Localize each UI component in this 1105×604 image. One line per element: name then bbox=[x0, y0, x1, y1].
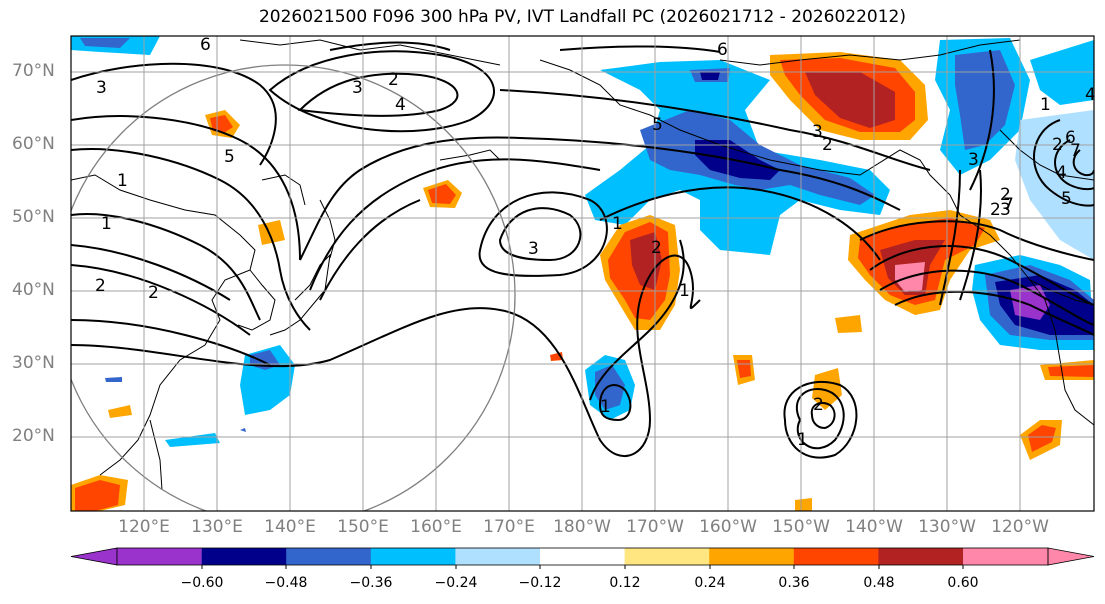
contour-label: 6 bbox=[1065, 128, 1076, 148]
lon-label: 130°W bbox=[918, 517, 976, 537]
colorbar-segment bbox=[878, 548, 964, 565]
colorbar-tick-label: −0.12 bbox=[518, 575, 562, 591]
contour-label: 7 bbox=[1070, 141, 1081, 161]
colorbar-tick-label: 0.60 bbox=[947, 575, 979, 591]
lat-label: 60°N bbox=[12, 134, 55, 154]
lon-label: 170°E bbox=[483, 517, 535, 537]
ivt-contours bbox=[71, 41, 1094, 459]
colorbar-tick-label: 0.36 bbox=[778, 575, 810, 591]
lat-label: 50°N bbox=[12, 207, 55, 227]
map-title: 2026021500 F096 300 hPa PV, IVT Landfall… bbox=[258, 7, 906, 27]
contour-label: 4 bbox=[395, 95, 406, 115]
lon-label: 180°W bbox=[553, 517, 611, 537]
contour-label: 1 bbox=[1040, 95, 1051, 115]
colorbar-tick-label: −0.48 bbox=[264, 575, 308, 591]
colorbar-segment bbox=[540, 548, 626, 565]
contour-label: 2 bbox=[822, 135, 833, 155]
contour-label: 2 bbox=[651, 238, 662, 258]
contour-label: 6 bbox=[717, 40, 728, 60]
contour-label: 5 bbox=[224, 147, 235, 167]
pv-shading bbox=[71, 36, 1094, 511]
contour-label: 2 bbox=[388, 70, 399, 90]
lon-label: 140°W bbox=[845, 517, 903, 537]
coastlines bbox=[71, 39, 1094, 491]
colorbar-segment bbox=[963, 548, 1048, 565]
colorbar-segment bbox=[286, 548, 372, 565]
contour-label: 3 bbox=[528, 239, 539, 259]
colorbar-segment bbox=[117, 548, 202, 565]
contour-label: 6 bbox=[200, 35, 211, 55]
lat-label: 40°N bbox=[12, 280, 55, 300]
lon-label: 140°E bbox=[264, 517, 316, 537]
colorbar-extend-high bbox=[1047, 547, 1095, 566]
colorbar-tick-label: −0.24 bbox=[434, 575, 478, 591]
colorbar-segment bbox=[201, 548, 287, 565]
lat-label: 30°N bbox=[12, 353, 55, 373]
contour-label: 4 bbox=[1085, 85, 1096, 105]
contour-label: 5 bbox=[652, 115, 663, 135]
contour-label: 3 bbox=[96, 78, 107, 98]
contour-label: 2 bbox=[1000, 185, 1011, 205]
contour-label: 1 bbox=[101, 214, 112, 234]
colorbar-segment bbox=[455, 548, 541, 565]
contour-label: 1 bbox=[117, 171, 128, 191]
lon-label: 150°W bbox=[772, 517, 830, 537]
lat-label: 20°N bbox=[12, 426, 55, 446]
colorbar-segment bbox=[624, 548, 710, 565]
colorbar bbox=[70, 547, 1095, 569]
gridlines bbox=[71, 36, 1094, 511]
lon-label: 150°E bbox=[337, 517, 389, 537]
colorbar-segment bbox=[793, 548, 879, 565]
colorbar-tick-label: 0.24 bbox=[694, 575, 726, 591]
contour-label: 3 bbox=[812, 122, 823, 142]
lon-label: 120°E bbox=[118, 517, 170, 537]
colorbar-tick-label: 0.12 bbox=[609, 575, 641, 591]
contour-label: 4 bbox=[1056, 163, 1067, 183]
colorbar-segment bbox=[370, 548, 456, 565]
lon-label: 130°E bbox=[191, 517, 243, 537]
contour-label: 2 bbox=[990, 200, 1001, 220]
contour-label: 3 bbox=[352, 78, 363, 98]
lon-label: 160°E bbox=[410, 517, 462, 537]
colorbar-frame bbox=[116, 547, 1049, 566]
contour-label: 5 bbox=[1061, 189, 1072, 209]
colorbar-tick-label: −0.36 bbox=[349, 575, 393, 591]
colorbar-tick-label: −0.60 bbox=[180, 575, 224, 591]
lon-label: 170°W bbox=[626, 517, 684, 537]
colorbar-segment bbox=[709, 548, 795, 565]
contour-label: 3 bbox=[968, 150, 979, 170]
contour-label: 2 bbox=[1052, 135, 1063, 155]
range-circle bbox=[71, 64, 516, 511]
contour-label: 1 bbox=[679, 281, 690, 301]
contour-label: 3 bbox=[1000, 200, 1011, 220]
contour-label: 7 bbox=[1003, 195, 1014, 215]
contour-label: 2 bbox=[813, 395, 824, 415]
lat-label: 70°N bbox=[12, 61, 55, 81]
contour-label: 2 bbox=[95, 276, 106, 296]
map-frame bbox=[70, 35, 1095, 512]
colorbar-tick-label: 0.48 bbox=[863, 575, 895, 591]
contour-label: 2 bbox=[148, 283, 159, 303]
colorbar-extend-low bbox=[70, 547, 118, 566]
contour-label: 1 bbox=[600, 397, 611, 417]
lon-label: 160°W bbox=[699, 517, 757, 537]
contour-label: 1 bbox=[612, 214, 623, 234]
lon-label: 120°W bbox=[991, 517, 1049, 537]
contour-label: 1 bbox=[797, 430, 808, 450]
